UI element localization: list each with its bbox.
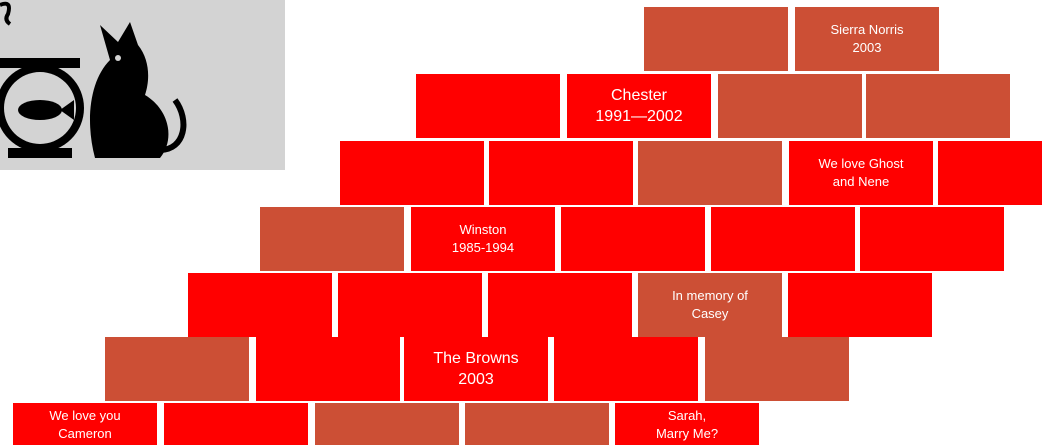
brick <box>866 74 1010 138</box>
brick-text: 2003 <box>458 371 494 388</box>
brick-text: The Browns <box>433 350 519 367</box>
brick-text: Sierra Norris <box>830 22 904 37</box>
brick: We love Ghost and Nene <box>789 141 933 205</box>
brick <box>788 273 932 337</box>
brick <box>338 273 482 337</box>
brick <box>554 337 698 401</box>
brick <box>860 207 1004 271</box>
cat-image <box>0 0 285 170</box>
brick <box>340 141 484 205</box>
brick-text: We love you <box>49 408 121 423</box>
brick-text: 1991—2002 <box>595 108 683 125</box>
brick-text: Chester <box>610 87 668 104</box>
brick-text: In memory of <box>672 288 748 303</box>
brick: The Browns 2003 <box>404 337 548 401</box>
brick <box>315 403 459 445</box>
brick <box>938 141 1042 205</box>
brick: Chester 1991—2002 <box>567 74 711 138</box>
brick <box>489 141 633 205</box>
brick <box>638 141 782 205</box>
brick-text: and Nene <box>832 174 890 189</box>
brick <box>705 337 849 401</box>
brick <box>416 74 560 138</box>
brick <box>561 207 705 271</box>
brick-text: 2003 <box>852 40 882 55</box>
brick <box>164 403 308 445</box>
brick <box>465 403 609 445</box>
brick <box>260 207 404 271</box>
brick-text: Winston <box>459 222 507 237</box>
brick <box>188 273 332 337</box>
brick-text: Casey <box>691 306 729 321</box>
brick <box>711 207 855 271</box>
brick-text: 1985-1994 <box>451 240 515 255</box>
brick <box>105 337 249 401</box>
brick: In memory of Casey <box>638 273 782 337</box>
brick: Winston 1985-1994 <box>411 207 555 271</box>
brick <box>488 273 632 337</box>
brick <box>718 74 862 138</box>
cat-illustration <box>0 1 187 158</box>
brick-text: Cameron <box>58 426 112 441</box>
brick: Sarah, Marry Me? <box>615 403 759 445</box>
brick: We love you Cameron <box>13 403 157 445</box>
brick-text: Marry Me? <box>655 426 719 441</box>
brick <box>644 7 788 71</box>
brick-text: Sarah, <box>667 408 707 423</box>
brick <box>256 337 400 401</box>
brick: Sierra Norris 2003 <box>795 7 939 71</box>
brick-text: We love Ghost <box>818 156 904 171</box>
